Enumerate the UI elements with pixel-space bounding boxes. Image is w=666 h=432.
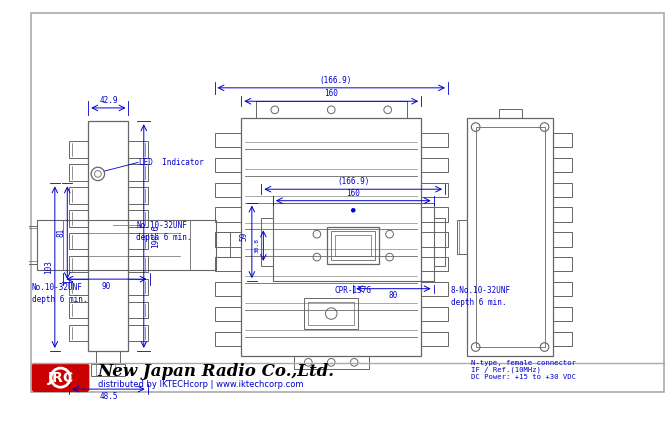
Bar bbox=[421, 232, 448, 247]
Bar bbox=[331, 231, 375, 260]
Text: LED  Indicator: LED Indicator bbox=[139, 158, 204, 167]
Text: 48.5: 48.5 bbox=[99, 392, 118, 401]
Bar bbox=[421, 257, 448, 271]
Bar bbox=[69, 187, 89, 203]
Bar bbox=[421, 158, 448, 172]
Bar bbox=[214, 282, 241, 296]
Bar bbox=[69, 325, 89, 341]
Bar bbox=[553, 232, 572, 247]
Text: (166.9): (166.9) bbox=[320, 76, 352, 85]
Bar bbox=[256, 101, 407, 118]
Bar bbox=[69, 302, 89, 318]
Text: 190.6: 190.6 bbox=[151, 225, 160, 248]
Bar bbox=[553, 257, 572, 271]
Bar bbox=[91, 364, 125, 376]
Bar bbox=[421, 133, 448, 147]
Bar bbox=[214, 257, 241, 271]
Bar bbox=[421, 332, 448, 346]
Bar bbox=[214, 207, 241, 222]
Text: 90: 90 bbox=[102, 282, 111, 291]
Bar bbox=[69, 233, 89, 249]
Text: CPR-137G: CPR-137G bbox=[335, 286, 372, 295]
Bar bbox=[458, 220, 467, 254]
Bar bbox=[553, 332, 572, 346]
Text: 30.8: 30.8 bbox=[254, 238, 260, 253]
Bar bbox=[37, 220, 216, 270]
Bar bbox=[335, 235, 372, 256]
Text: 81: 81 bbox=[56, 228, 65, 237]
Bar bbox=[304, 298, 358, 329]
Bar bbox=[421, 282, 448, 296]
Bar bbox=[129, 210, 148, 226]
Bar bbox=[129, 325, 148, 341]
Bar bbox=[553, 207, 572, 222]
Bar bbox=[129, 233, 148, 249]
Bar bbox=[434, 218, 445, 266]
Bar bbox=[69, 210, 89, 226]
Bar bbox=[421, 207, 448, 222]
Bar bbox=[69, 279, 89, 295]
Text: (166.9): (166.9) bbox=[337, 177, 370, 186]
Bar bbox=[214, 232, 241, 247]
Bar bbox=[273, 203, 434, 281]
Bar bbox=[214, 183, 241, 197]
Bar bbox=[328, 228, 379, 264]
Bar bbox=[89, 121, 129, 351]
Text: 160: 160 bbox=[346, 188, 360, 197]
Bar bbox=[96, 351, 120, 364]
Bar bbox=[214, 158, 241, 172]
Bar bbox=[129, 256, 148, 273]
Bar bbox=[23, 229, 37, 261]
Bar bbox=[553, 183, 572, 197]
Bar bbox=[467, 118, 553, 356]
Text: 103: 103 bbox=[44, 260, 53, 274]
Bar bbox=[421, 307, 448, 321]
Text: JRC: JRC bbox=[47, 371, 74, 384]
Text: No.10-32UNF
depth 6 min.: No.10-32UNF depth 6 min. bbox=[32, 283, 87, 304]
Bar bbox=[553, 133, 572, 147]
Text: 59: 59 bbox=[240, 232, 248, 241]
Bar bbox=[17, 226, 37, 264]
Bar bbox=[129, 302, 148, 318]
Bar bbox=[553, 158, 572, 172]
Bar bbox=[129, 187, 148, 203]
Bar bbox=[308, 302, 354, 325]
Bar bbox=[69, 141, 89, 158]
Bar bbox=[421, 183, 448, 197]
Bar bbox=[262, 218, 273, 266]
Text: distributed by IKTECHcorp | www.iktechcorp.com: distributed by IKTECHcorp | www.iktechco… bbox=[98, 380, 304, 389]
Text: 160: 160 bbox=[324, 89, 338, 98]
Bar bbox=[294, 356, 368, 369]
Text: 25.8: 25.8 bbox=[0, 235, 1, 254]
Text: No.10-32UNF
depth 6 min.: No.10-32UNF depth 6 min. bbox=[136, 221, 192, 242]
Bar bbox=[216, 232, 230, 257]
Text: 8-No.10-32UNF
depth 6 min.: 8-No.10-32UNF depth 6 min. bbox=[451, 286, 511, 307]
Bar bbox=[69, 256, 89, 273]
Bar bbox=[214, 133, 241, 147]
Bar bbox=[214, 307, 241, 321]
FancyBboxPatch shape bbox=[33, 364, 89, 391]
Bar bbox=[129, 141, 148, 158]
Bar bbox=[476, 127, 545, 347]
Text: New Japan Radio Co.,Ltd.: New Japan Radio Co.,Ltd. bbox=[98, 363, 335, 381]
Text: DC Power: +15 to +30 VDC: DC Power: +15 to +30 VDC bbox=[471, 374, 576, 380]
Text: N-type, female connector: N-type, female connector bbox=[471, 360, 576, 366]
Bar bbox=[553, 282, 572, 296]
Text: 42.9: 42.9 bbox=[99, 96, 118, 105]
Bar bbox=[499, 109, 521, 118]
Bar bbox=[129, 164, 148, 181]
Bar bbox=[553, 307, 572, 321]
Bar bbox=[129, 279, 148, 295]
Text: 80: 80 bbox=[389, 291, 398, 300]
Bar bbox=[214, 332, 241, 346]
Text: IF / Ref.(10MHz): IF / Ref.(10MHz) bbox=[471, 367, 541, 373]
Bar bbox=[69, 164, 89, 181]
Circle shape bbox=[352, 208, 355, 212]
Bar bbox=[241, 118, 421, 356]
